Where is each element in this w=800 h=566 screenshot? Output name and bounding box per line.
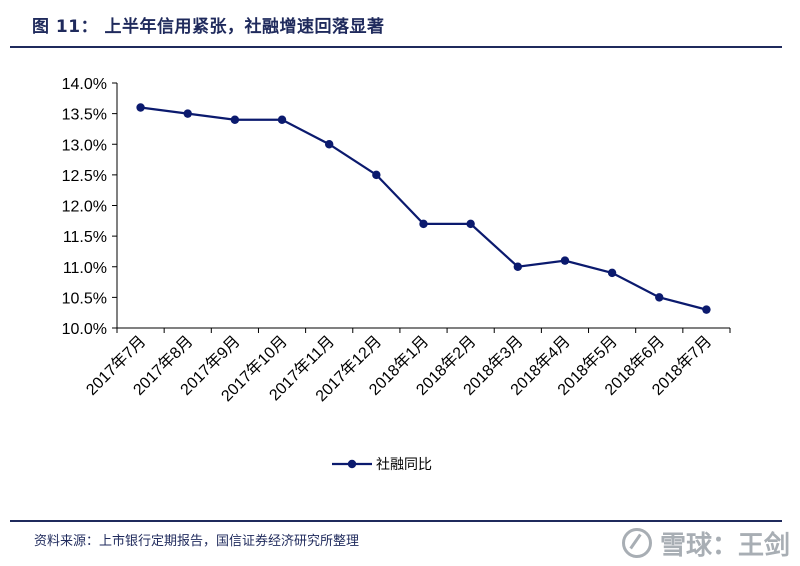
- xueqiu-logo-icon: [621, 528, 652, 558]
- data-point: [466, 219, 475, 229]
- legend-label: 社融同比: [376, 457, 432, 473]
- y-tick-label: 12.5%: [62, 168, 107, 185]
- data-point: [136, 103, 145, 112]
- y-tick-label: 14.0%: [62, 76, 107, 93]
- y-tick-label: 11.0%: [63, 260, 107, 277]
- data-point: [277, 115, 287, 124]
- y-tick-label: 12.0%: [62, 199, 107, 216]
- data-point: [655, 293, 664, 302]
- data-point: [513, 262, 523, 271]
- y-tick-label: 13.5%: [62, 107, 107, 124]
- watermark-text: 雪球：王剑: [659, 531, 790, 561]
- legend-marker: [347, 459, 357, 469]
- data-point: [324, 140, 334, 149]
- data-point: [419, 219, 428, 229]
- y-tick-label: 10.5%: [62, 290, 107, 307]
- series-line: [140, 106, 707, 311]
- figure-header: 图 11： 上半年信用紧张，社融增速回落显著: [10, 12, 782, 48]
- data-point: [607, 268, 617, 278]
- source-note: 资料来源：上市银行定期报告，国信证券经济研究所整理: [34, 534, 360, 549]
- watermark: 雪球：王剑: [621, 525, 790, 562]
- y-tick-label: 13.0%: [62, 137, 107, 154]
- y-tick-label: 10.0%: [62, 321, 107, 338]
- data-point: [372, 170, 381, 180]
- line-chart: 10.0% 10.5% 11.0% 11.5% 12.0% 12.5% 13.0% 13.5%…: [62, 76, 731, 473]
- footer-rule: [10, 520, 782, 522]
- header-rule: [10, 46, 782, 48]
- data-point: [230, 115, 240, 124]
- data-point: [702, 305, 711, 314]
- figure-title: 图 11： 上半年信用紧张，社融增速回落显著: [32, 17, 385, 37]
- data-point: [560, 256, 570, 265]
- data-point: [183, 109, 192, 118]
- y-tick-label: 11.5%: [63, 229, 107, 246]
